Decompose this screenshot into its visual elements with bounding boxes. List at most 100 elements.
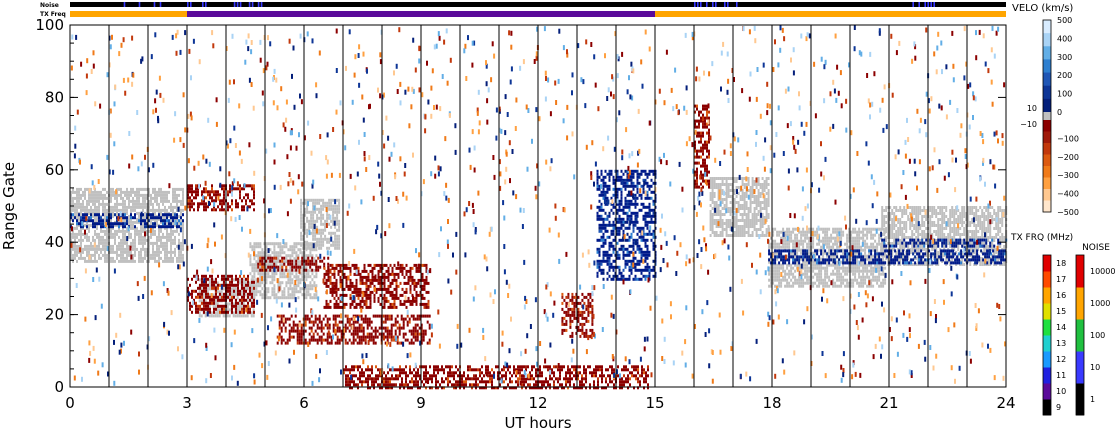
ground-scatter-cell xyxy=(261,254,264,258)
ground-scatter-cell xyxy=(907,218,910,221)
ground-scatter-cell xyxy=(154,208,156,212)
ground-scatter-cell xyxy=(70,217,72,221)
velocity-cell xyxy=(189,292,191,296)
ground-scatter-cell xyxy=(334,234,337,238)
ground-scatter-cell xyxy=(88,223,90,227)
ground-scatter-cell xyxy=(265,281,268,285)
ground-scatter-cell xyxy=(899,227,902,230)
ground-scatter-cell xyxy=(102,238,104,242)
ground-scatter-cell xyxy=(729,219,732,222)
velocity-cell xyxy=(209,274,211,278)
ground-scatter-cell xyxy=(1003,209,1006,212)
ground-scatter-cell xyxy=(798,266,801,270)
ground-scatter-cell xyxy=(915,215,918,218)
ground-scatter-cell xyxy=(921,257,924,260)
ground-scatter-cell xyxy=(279,254,282,258)
velocity-cell xyxy=(333,266,336,270)
ground-scatter-cell xyxy=(832,278,835,282)
velocity-cell xyxy=(82,225,84,229)
ground-scatter-cell xyxy=(763,216,766,219)
ground-scatter-cell xyxy=(116,211,118,215)
ground-scatter-cell xyxy=(741,180,744,183)
ground-scatter-cell xyxy=(74,202,76,206)
ground-scatter-cell xyxy=(118,253,120,257)
ground-scatter-cell xyxy=(947,233,950,236)
velocity-cell xyxy=(203,208,205,212)
ground-scatter-cell xyxy=(866,245,869,249)
velocity-cell xyxy=(253,301,255,305)
velocity-cell xyxy=(239,274,241,278)
ground-scatter-cell xyxy=(112,250,114,254)
ground-scatter-cell xyxy=(104,250,106,254)
ground-scatter-cell xyxy=(134,193,136,197)
ground-scatter-cell xyxy=(271,242,274,246)
ground-scatter-cell xyxy=(911,236,914,239)
ground-scatter-cell xyxy=(899,221,902,224)
ground-scatter-cell xyxy=(142,202,144,206)
ground-scatter-cell xyxy=(737,192,740,195)
velocity-cell xyxy=(148,225,150,229)
velocity-cell xyxy=(329,281,332,285)
ground-scatter-cell xyxy=(178,250,180,254)
ground-scatter-cell xyxy=(267,260,270,264)
ground-scatter-cell xyxy=(326,201,329,205)
ground-scatter-cell xyxy=(204,311,207,315)
velocity-cell xyxy=(331,263,334,267)
velocity-cell xyxy=(148,219,150,223)
velocity-cell xyxy=(345,266,348,270)
ground-scatter-cell xyxy=(921,215,924,218)
velocity-cell xyxy=(291,262,294,266)
ground-scatter-cell xyxy=(98,244,100,248)
ground-scatter-cell xyxy=(925,251,928,254)
ground-scatter-cell xyxy=(951,209,954,212)
ground-scatter-cell xyxy=(130,208,132,212)
velocity-cell xyxy=(219,208,221,212)
ground-scatter-cell xyxy=(979,221,982,224)
ground-scatter-cell xyxy=(336,198,339,202)
velocity-cell xyxy=(339,278,342,282)
ground-scatter-cell xyxy=(300,207,303,211)
ground-scatter-cell xyxy=(132,220,134,224)
velocity-cell xyxy=(349,278,352,282)
ground-scatter-cell xyxy=(128,202,130,206)
velocity-cell xyxy=(215,190,217,194)
ground-scatter-cell xyxy=(989,206,992,209)
ground-scatter-cell xyxy=(267,254,270,258)
ground-scatter-cell xyxy=(905,230,908,233)
velocity-cell xyxy=(201,283,203,287)
ground-scatter-cell xyxy=(733,222,736,225)
ground-scatter-cell xyxy=(723,222,726,225)
ground-scatter-cell xyxy=(136,220,138,224)
ground-scatter-cell xyxy=(88,235,90,239)
noise-bar-elevated-segment xyxy=(912,2,914,7)
ground-scatter-cell xyxy=(919,212,922,215)
ground-scatter-cell xyxy=(933,206,936,209)
ground-scatter-cell xyxy=(76,190,78,194)
ground-scatter-cell xyxy=(735,231,738,234)
ground-scatter-cell xyxy=(885,257,888,260)
ground-scatter-cell xyxy=(249,242,252,246)
ground-scatter-cell xyxy=(767,195,770,198)
ground-scatter-cell xyxy=(840,266,843,270)
ground-scatter-cell xyxy=(204,299,207,303)
velocity-cell xyxy=(114,222,116,226)
ground-scatter-cell xyxy=(106,235,108,239)
velocity-cell xyxy=(229,298,231,302)
velocity-cell xyxy=(170,213,172,217)
ground-scatter-cell xyxy=(844,242,847,246)
ground-scatter-cell xyxy=(800,239,803,243)
ground-scatter-cell xyxy=(166,253,168,257)
ground-scatter-cell xyxy=(897,257,900,260)
velocity-cell xyxy=(223,292,225,296)
velocity-cell xyxy=(263,265,266,269)
ground-scatter-cell xyxy=(792,275,795,279)
ground-scatter-cell xyxy=(959,236,962,239)
ground-scatter-cell xyxy=(981,215,984,218)
ground-scatter-cell xyxy=(747,219,750,222)
ground-scatter-cell xyxy=(238,314,241,318)
ground-scatter-cell xyxy=(798,284,801,288)
ground-scatter-cell xyxy=(249,284,252,288)
ground-scatter-cell xyxy=(850,284,853,288)
velocity-cell xyxy=(219,202,221,206)
ground-scatter-cell xyxy=(273,278,276,282)
